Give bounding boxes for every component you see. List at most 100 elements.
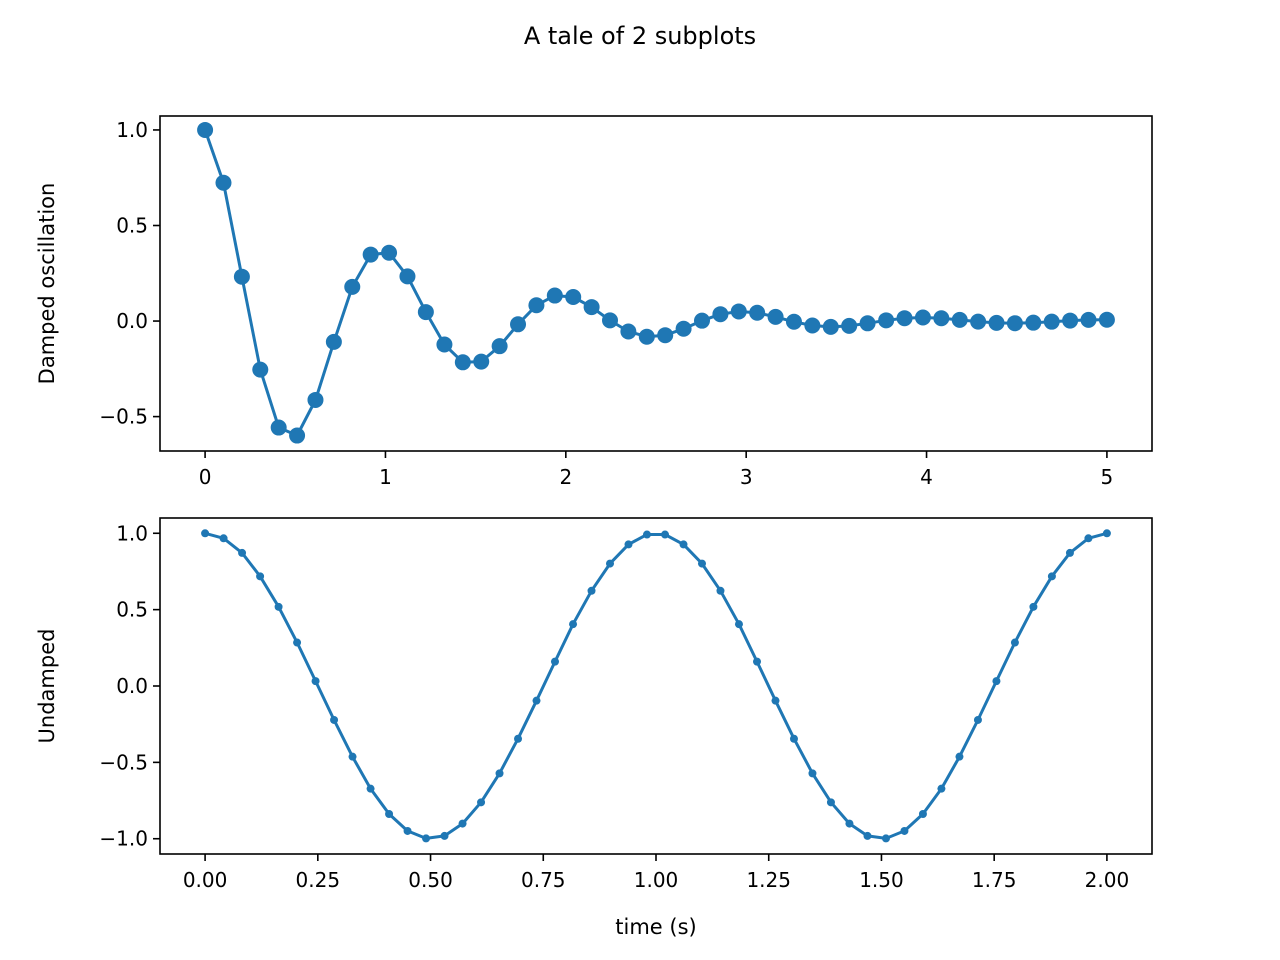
data-point bbox=[366, 784, 375, 793]
x-tick-label: 0 bbox=[199, 465, 212, 489]
data-point bbox=[988, 314, 1005, 331]
data-point bbox=[675, 320, 692, 337]
data-point bbox=[1065, 548, 1074, 557]
x-tick-label: 4 bbox=[920, 465, 933, 489]
data-point bbox=[458, 819, 467, 828]
y-tick-label: 0.0 bbox=[116, 674, 148, 698]
series-line bbox=[203, 129, 1107, 437]
x-tick-label: 0.50 bbox=[408, 868, 453, 892]
x-tick-label: 1.50 bbox=[859, 868, 904, 892]
data-point bbox=[749, 304, 766, 321]
data-point bbox=[822, 318, 839, 335]
data-point bbox=[422, 834, 431, 843]
x-tick-label: 2 bbox=[559, 465, 572, 489]
data-point bbox=[1062, 312, 1079, 329]
subplot-damped: 0 1 2 3 4 5 −0.5 0.0 0.5 1.0 Damped oscillation bbox=[35, 115, 1153, 489]
data-point bbox=[970, 313, 987, 330]
data-point bbox=[565, 289, 582, 306]
data-point bbox=[918, 810, 927, 819]
data-point bbox=[348, 752, 357, 761]
data-point bbox=[767, 308, 784, 325]
data-point bbox=[753, 657, 762, 666]
data-point bbox=[845, 819, 854, 828]
data-point bbox=[307, 391, 324, 408]
data-point bbox=[693, 312, 710, 329]
data-point bbox=[734, 620, 743, 629]
data-point bbox=[606, 559, 615, 568]
data-point bbox=[955, 752, 964, 761]
data-point bbox=[454, 354, 471, 371]
data-point bbox=[510, 316, 527, 333]
data-point bbox=[951, 311, 968, 328]
axes-frame bbox=[159, 115, 1153, 452]
figure-title: A tale of 2 subplots bbox=[524, 22, 756, 50]
x-tick-label: 3 bbox=[740, 465, 753, 489]
data-point bbox=[1084, 534, 1093, 543]
x-tick-label: 1 bbox=[379, 465, 392, 489]
data-point bbox=[992, 677, 1001, 686]
data-point bbox=[436, 336, 453, 353]
data-point bbox=[491, 338, 508, 355]
data-point bbox=[569, 620, 578, 629]
data-point bbox=[878, 312, 895, 329]
data-point bbox=[514, 734, 523, 743]
data-point bbox=[238, 548, 247, 557]
y-axis-label: Undamped bbox=[35, 629, 59, 744]
x-tick-label: 0.25 bbox=[296, 868, 341, 892]
x-tick-label: 5 bbox=[1101, 465, 1114, 489]
data-point bbox=[399, 268, 416, 285]
data-point bbox=[661, 530, 670, 539]
x-tick-label: 2.00 bbox=[1085, 868, 1130, 892]
data-point bbox=[602, 312, 619, 329]
data-point bbox=[495, 769, 504, 778]
x-tick-label: 1.75 bbox=[972, 868, 1017, 892]
series-line bbox=[204, 531, 1108, 840]
y-tick-label: −1.0 bbox=[99, 827, 148, 851]
data-point bbox=[330, 715, 339, 724]
data-point bbox=[289, 427, 306, 444]
data-point bbox=[274, 602, 283, 611]
data-point bbox=[344, 278, 361, 295]
x-tick-label: 0.75 bbox=[521, 868, 566, 892]
data-point bbox=[730, 303, 747, 320]
data-point bbox=[256, 572, 265, 581]
y-tick-label: −0.5 bbox=[99, 750, 148, 774]
data-point bbox=[679, 540, 688, 549]
data-point bbox=[716, 586, 725, 595]
data-point bbox=[417, 304, 434, 321]
data-point bbox=[863, 831, 872, 840]
data-point bbox=[546, 287, 563, 304]
data-point bbox=[933, 310, 950, 327]
data-point bbox=[1047, 572, 1056, 581]
data-point bbox=[914, 309, 931, 326]
data-point bbox=[1010, 638, 1019, 647]
x-tick-label: 1.00 bbox=[634, 868, 679, 892]
y-tick-label: 0.5 bbox=[116, 214, 148, 238]
data-point bbox=[197, 121, 214, 138]
data-point bbox=[1025, 314, 1042, 331]
y-tick-label: 0.5 bbox=[116, 598, 148, 622]
data-point bbox=[937, 784, 946, 793]
data-point bbox=[201, 529, 210, 538]
data-point bbox=[528, 297, 545, 314]
data-point bbox=[477, 798, 486, 807]
data-point bbox=[808, 769, 817, 778]
y-tick-label: −0.5 bbox=[99, 405, 148, 429]
data-point bbox=[624, 540, 633, 549]
y-axis-label: Damped oscillation bbox=[35, 183, 59, 385]
data-point bbox=[587, 586, 596, 595]
data-point bbox=[1098, 311, 1115, 328]
data-point bbox=[1006, 315, 1023, 332]
y-tick-label: 1.0 bbox=[116, 521, 148, 545]
data-point bbox=[771, 696, 780, 705]
data-point bbox=[826, 798, 835, 807]
data-point bbox=[1080, 311, 1097, 328]
data-point bbox=[1043, 313, 1060, 330]
data-point bbox=[841, 317, 858, 334]
data-point bbox=[804, 317, 821, 334]
data-point bbox=[789, 734, 798, 743]
data-point bbox=[381, 244, 398, 261]
x-tick-label: 1.25 bbox=[746, 868, 791, 892]
data-point bbox=[219, 534, 228, 543]
y-tick-label: 1.0 bbox=[116, 118, 148, 142]
